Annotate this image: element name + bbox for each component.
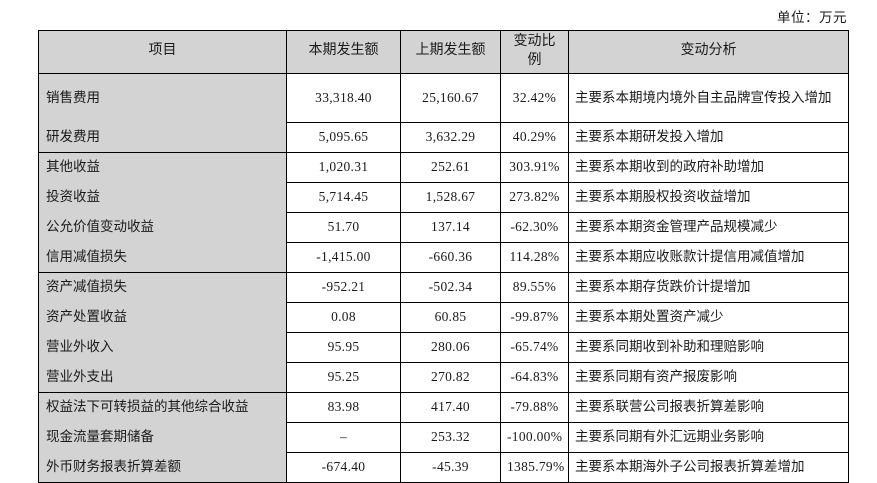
cell-previous: 60.85 bbox=[400, 301, 501, 333]
cell-current: 33,318.40 bbox=[286, 72, 401, 123]
cell-ratio: 32.42% bbox=[500, 72, 569, 123]
table-row: 营业外支出 95.25 270.82 -64.83% 主要系同期有资产报废影响 bbox=[38, 361, 849, 393]
cell-previous: 25,160.67 bbox=[400, 72, 501, 123]
table-row: 外币财务报表折算差额 -674.40 -45.39 1385.79% 主要系本期… bbox=[38, 451, 849, 483]
cell-analysis: 主要系本期应收账款计提信用减值增加 bbox=[568, 241, 849, 273]
cell-current: 5,714.45 bbox=[286, 181, 401, 213]
cell-previous: 252.61 bbox=[400, 151, 501, 183]
cell-current: 83.98 bbox=[286, 391, 401, 423]
cell-current: 1,020.31 bbox=[286, 151, 401, 183]
cell-previous: -660.36 bbox=[400, 241, 501, 273]
cell-ratio: -62.30% bbox=[500, 211, 569, 243]
cell-analysis: 主要系本期境内境外自主品牌宣传投入增加 bbox=[568, 72, 849, 123]
table-row: 资产处置收益 0.08 60.85 -99.87% 主要系本期处置资产减少 bbox=[38, 301, 849, 333]
cell-item: 现金流量套期储备 bbox=[38, 422, 287, 453]
column-header-previous-period: 上期发生额 bbox=[400, 30, 501, 74]
cell-item: 公允价值变动收益 bbox=[38, 212, 287, 243]
cell-previous: 253.32 bbox=[400, 421, 501, 453]
cell-analysis: 主要系本期股权投资收益增加 bbox=[568, 181, 849, 213]
table-row: 营业外收入 95.95 280.06 -65.74% 主要系同期收到补助和理赔影… bbox=[38, 331, 849, 363]
table-row: 其他收益 1,020.31 252.61 303.91% 主要系本期收到的政府补… bbox=[38, 151, 849, 183]
cell-item: 营业外支出 bbox=[38, 362, 287, 393]
cell-ratio: -100.00% bbox=[500, 421, 569, 453]
cell-ratio: 40.29% bbox=[500, 121, 569, 153]
cell-item: 投资收益 bbox=[38, 182, 287, 213]
table-row: 资产减值损失 -952.21 -502.34 89.55% 主要系本期存货跌价计… bbox=[38, 271, 849, 303]
financial-change-table-container: 项目 本期发生额 上期发生额 变动比例 变动分析 销售费用 33,318.40 … bbox=[38, 30, 849, 483]
table-row: 公允价值变动收益 51.70 137.14 -62.30% 主要系本期资金管理产… bbox=[38, 211, 849, 243]
cell-current: 0.08 bbox=[286, 301, 401, 333]
cell-item: 营业外收入 bbox=[38, 332, 287, 363]
cell-current: 95.25 bbox=[286, 361, 401, 393]
table-body: 销售费用 33,318.40 25,160.67 32.42% 主要系本期境内境… bbox=[38, 72, 849, 483]
cell-ratio: -79.88% bbox=[500, 391, 569, 423]
table-row: 销售费用 33,318.40 25,160.67 32.42% 主要系本期境内境… bbox=[38, 72, 849, 123]
cell-analysis: 主要系本期收到的政府补助增加 bbox=[568, 151, 849, 183]
column-header-change-analysis: 变动分析 bbox=[568, 30, 849, 74]
column-header-current-period: 本期发生额 bbox=[286, 30, 401, 74]
cell-item: 资产处置收益 bbox=[38, 302, 287, 333]
cell-previous: -45.39 bbox=[400, 451, 501, 483]
cell-current: 5,095.65 bbox=[286, 121, 401, 153]
cell-analysis: 主要系本期存货跌价计提增加 bbox=[568, 271, 849, 303]
cell-current: -952.21 bbox=[286, 271, 401, 303]
table-row: 信用减值损失 -1,415.00 -660.36 114.28% 主要系本期应收… bbox=[38, 241, 849, 273]
cell-ratio: -64.83% bbox=[500, 361, 569, 393]
cell-ratio: 303.91% bbox=[500, 151, 569, 183]
cell-item: 信用减值损失 bbox=[38, 242, 287, 273]
column-header-item: 项目 bbox=[38, 30, 287, 74]
cell-ratio: 89.55% bbox=[500, 271, 569, 303]
table-row: 投资收益 5,714.45 1,528.67 273.82% 主要系本期股权投资… bbox=[38, 181, 849, 213]
cell-analysis: 主要系同期有资产报废影响 bbox=[568, 361, 849, 393]
cell-item: 销售费用 bbox=[38, 72, 287, 123]
cell-analysis: 主要系本期处置资产减少 bbox=[568, 301, 849, 333]
cell-previous: 1,528.67 bbox=[400, 181, 501, 213]
cell-previous: 280.06 bbox=[400, 331, 501, 363]
cell-analysis: 主要系本期研发投入增加 bbox=[568, 121, 849, 153]
table-header-row: 项目 本期发生额 上期发生额 变动比例 变动分析 bbox=[38, 30, 849, 74]
cell-current: 95.95 bbox=[286, 331, 401, 363]
cell-ratio: -65.74% bbox=[500, 331, 569, 363]
cell-analysis: 主要系联营公司报表折算差影响 bbox=[568, 391, 849, 423]
cell-ratio: 273.82% bbox=[500, 181, 569, 213]
cell-item: 权益法下可转损益的其他综合收益 bbox=[38, 391, 287, 423]
cell-item: 外币财务报表折算差额 bbox=[38, 452, 287, 483]
cell-ratio: 1385.79% bbox=[500, 451, 569, 483]
table-row: 权益法下可转损益的其他综合收益 83.98 417.40 -79.88% 主要系… bbox=[38, 391, 849, 423]
cell-previous: -502.34 bbox=[400, 271, 501, 303]
unit-label: 单位：万元 bbox=[777, 10, 847, 25]
cell-analysis: 主要系同期有外汇远期业务影响 bbox=[568, 421, 849, 453]
cell-current: -1,415.00 bbox=[286, 241, 401, 273]
financial-change-table: 项目 本期发生额 上期发生额 变动比例 变动分析 销售费用 33,318.40 … bbox=[38, 30, 849, 483]
table-row: 现金流量套期储备 – 253.32 -100.00% 主要系同期有外汇远期业务影… bbox=[38, 421, 849, 453]
cell-current: 51.70 bbox=[286, 211, 401, 243]
cell-current: – bbox=[286, 421, 401, 453]
cell-previous: 270.82 bbox=[400, 361, 501, 393]
cell-ratio: 114.28% bbox=[500, 241, 569, 273]
cell-previous: 417.40 bbox=[400, 391, 501, 423]
column-header-change-ratio: 变动比例 bbox=[500, 30, 569, 74]
cell-analysis: 主要系同期收到补助和理赔影响 bbox=[568, 331, 849, 363]
cell-analysis: 主要系本期资金管理产品规模减少 bbox=[568, 211, 849, 243]
table-row: 研发费用 5,095.65 3,632.29 40.29% 主要系本期研发投入增… bbox=[38, 121, 849, 153]
cell-previous: 137.14 bbox=[400, 211, 501, 243]
cell-item: 其他收益 bbox=[38, 151, 287, 183]
cell-item: 资产减值损失 bbox=[38, 271, 287, 303]
cell-item: 研发费用 bbox=[38, 122, 287, 153]
cell-previous: 3,632.29 bbox=[400, 121, 501, 153]
cell-analysis: 主要系本期海外子公司报表折算差增加 bbox=[568, 451, 849, 483]
cell-current: -674.40 bbox=[286, 451, 401, 483]
cell-ratio: -99.87% bbox=[500, 301, 569, 333]
